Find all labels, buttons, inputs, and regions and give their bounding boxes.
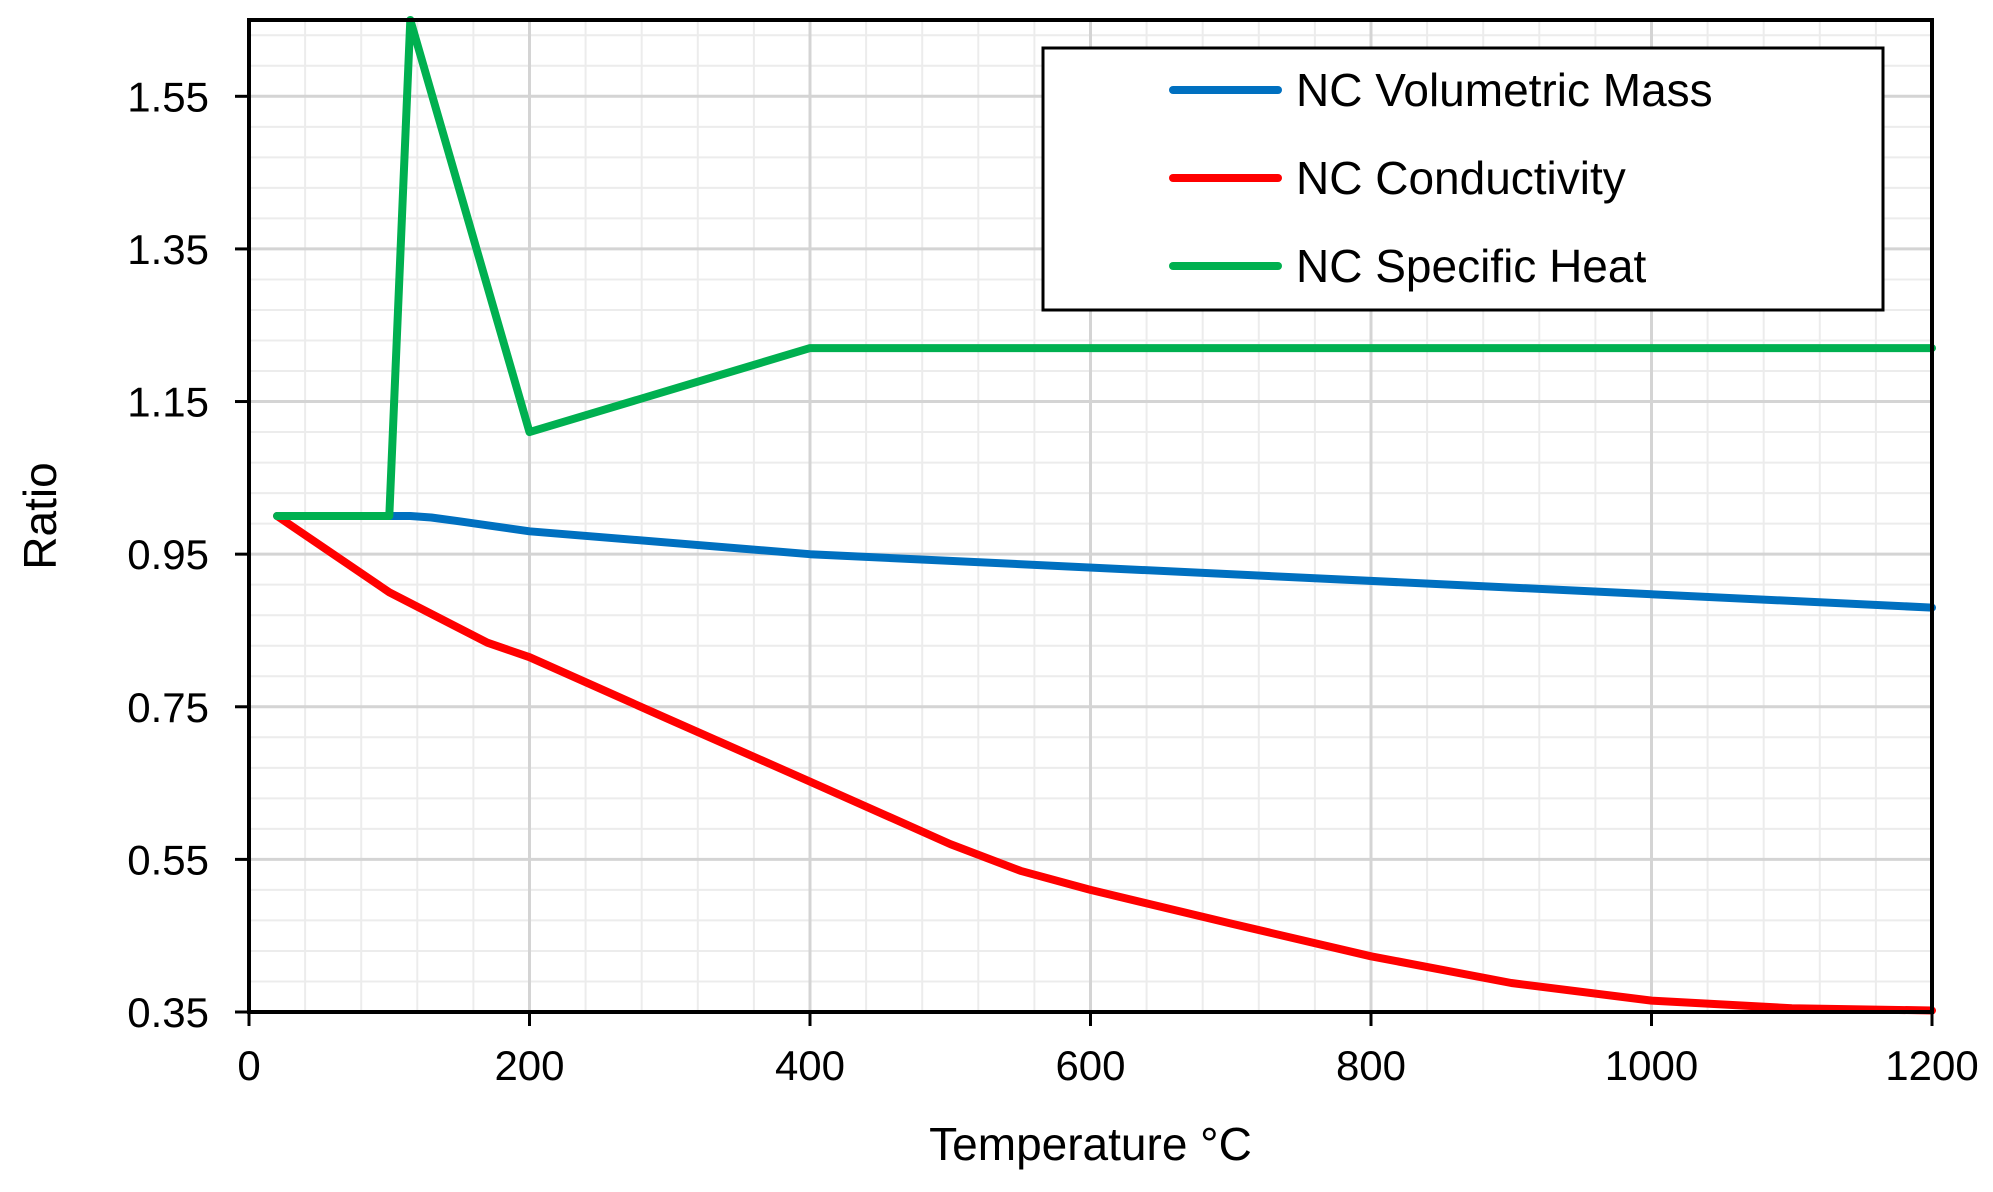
legend: NC Volumetric Mass NC Conductivity NC Spec…: [1041, 46, 1885, 312]
x-tick-label: 0: [237, 1042, 260, 1089]
y-tick-label: 0.75: [127, 684, 209, 731]
legend-label-nc-specific-heat: NC Specific Heat: [1296, 240, 1646, 292]
series-line-nc-volumetric-mass: [273, 512, 1936, 612]
y-tick-label: 0.95: [127, 531, 209, 578]
y-tick-label: 0.35: [127, 989, 209, 1036]
legend-label-nc-conductivity: NC Conductivity: [1296, 152, 1626, 204]
legend-label-nc-volumetric-mass: NC Volumetric Mass: [1296, 64, 1713, 116]
x-tick-label: 600: [1055, 1042, 1125, 1089]
x-tick-label: 400: [775, 1042, 845, 1089]
x-tick-label: 200: [494, 1042, 564, 1089]
y-tick-label: 1.15: [127, 379, 209, 426]
series-line-nc-specific-heat: [273, 16, 1936, 520]
x-tick-label: 1000: [1605, 1042, 1698, 1089]
x-tick-label: 1200: [1885, 1042, 1978, 1089]
y-tick-label: 1.55: [127, 73, 209, 120]
series-lines: [273, 16, 1936, 1015]
y-tick-label: 0.55: [127, 836, 209, 883]
x-axis: 0 200 400 600 800 1000 1200: [237, 1012, 1979, 1089]
y-axis-title: Ratio: [14, 462, 66, 569]
series-line-nc-conductivity: [273, 512, 1936, 1015]
y-axis: 0.35 0.55 0.75 0.95 1.15 1.35 1.55: [127, 73, 249, 1036]
y-tick-label: 1.35: [127, 226, 209, 273]
x-tick-label: 800: [1336, 1042, 1406, 1089]
x-axis-title: Temperature °C: [929, 1118, 1252, 1170]
